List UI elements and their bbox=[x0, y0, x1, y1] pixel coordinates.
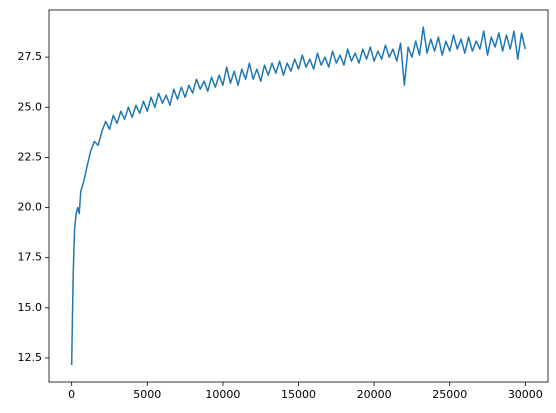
x-tick-label: 15000 bbox=[281, 388, 316, 401]
x-tick-label: 20000 bbox=[357, 388, 392, 401]
line-series bbox=[70, 26, 527, 365]
x-tick-label: 0 bbox=[68, 388, 75, 401]
y-tick-label: 22.5 bbox=[18, 150, 43, 163]
y-tick-label: 15.0 bbox=[18, 301, 43, 314]
y-tick-label: 12.5 bbox=[18, 351, 43, 364]
x-tick-label: 5000 bbox=[133, 388, 161, 401]
y-tick-label: 17.5 bbox=[18, 251, 43, 264]
axes-frame bbox=[48, 9, 549, 383]
y-tick-label: 25.0 bbox=[18, 100, 43, 113]
x-tick-label: 25000 bbox=[432, 388, 467, 401]
y-tick-label: 27.5 bbox=[18, 50, 43, 63]
x-tick-label: 30000 bbox=[508, 388, 543, 401]
x-tick-label: 10000 bbox=[205, 388, 240, 401]
y-tick-label: 20.0 bbox=[18, 201, 43, 214]
